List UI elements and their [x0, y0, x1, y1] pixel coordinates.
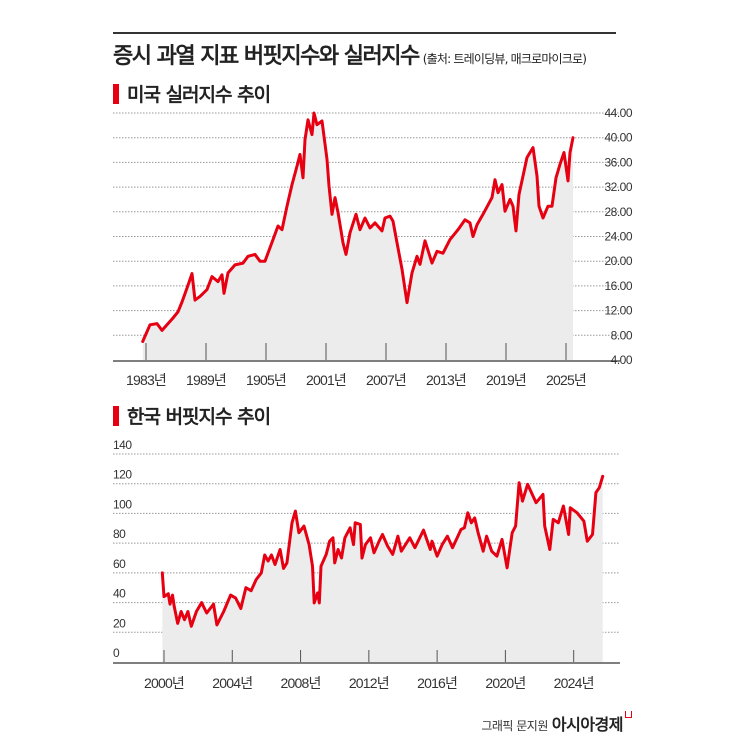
y-tick-label: 80 [113, 527, 126, 541]
title-text: 증시 과열 지표 버핏지수와 실러지수 [113, 44, 420, 69]
y-tick-label: 140 [113, 438, 132, 452]
us-shiller-chart: 44.00 40.00 36.00 32.00 28.00 24.00 20.00 16.00… [113, 106, 633, 388]
y-tick-label: 28.00 [604, 205, 632, 219]
area-fill [162, 476, 603, 662]
y-tick-label: 32.00 [604, 180, 632, 194]
source-note: (출처: 트레이딩뷰, 매크로마이크로) [422, 52, 587, 66]
korea-buffett-chart: 140 120 100 80 60 40 20 0 2000년 2004년 2008년 2012년 20… [113, 438, 620, 691]
y-tick-label: 20.00 [604, 254, 632, 268]
x-tick-label: 1983년 [126, 372, 166, 388]
x-tick-label: 2004년 [212, 675, 252, 691]
x-tick-label: 2000년 [144, 675, 184, 691]
x-tick-label: 2001년 [306, 372, 346, 388]
top-rule [113, 32, 616, 34]
korea-buffett-subtitle: 한국 버핏지수 추이 [113, 402, 271, 429]
red-bar-marker [113, 406, 119, 426]
brand-mark-icon [625, 711, 632, 718]
y-tick-label: 44.00 [604, 106, 632, 120]
x-tick-label: 2007년 [366, 372, 406, 388]
x-tick-label: 2024년 [554, 675, 594, 691]
x-tick-label: 1989년 [186, 372, 226, 388]
x-tick-label: 2020년 [485, 675, 525, 691]
y-tick-label: 60 [113, 557, 126, 571]
y-tick-label: 120 [113, 468, 132, 482]
y-tick-label: 16.00 [604, 279, 632, 293]
y-tick-label: 40.00 [604, 131, 632, 145]
area-fill [142, 113, 573, 360]
y-tick-label: 0 [113, 646, 120, 660]
y-tick-label: 40 [113, 587, 126, 601]
red-bar-marker [113, 84, 119, 104]
series-line [160, 474, 605, 628]
subtitle-text: 미국 실러지수 추이 [127, 84, 271, 106]
x-tick-label: 1905년 [246, 372, 286, 388]
x-tick-label: 2025년 [546, 372, 586, 388]
y-tick-label: 24.00 [604, 230, 632, 244]
x-tick-label: 2013년 [426, 372, 466, 388]
x-tick-label: 2016년 [417, 675, 457, 691]
series-line [141, 111, 575, 343]
brand-logo: 아시아경제 [551, 715, 624, 734]
y-tick-label: 8.00 [611, 328, 633, 342]
y-tick-label: 20 [113, 616, 126, 630]
page-title: 증시 과열 지표 버핏지수와 실러지수 (출처: 트레이딩뷰, 매크로마이크로) [113, 38, 587, 70]
x-tick-label: 2008년 [281, 675, 321, 691]
y-tick-label: 12.00 [604, 304, 632, 318]
footer: 그래픽 문지원 아시아경제 [481, 711, 632, 735]
x-tick-label: 2012년 [349, 675, 389, 691]
y-tick-label: 100 [113, 497, 132, 511]
x-tick-label: 2019년 [486, 372, 526, 388]
graphic-credit: 그래픽 문지원 [481, 719, 548, 733]
us-shiller-subtitle: 미국 실러지수 추이 [113, 80, 271, 107]
subtitle-text: 한국 버핏지수 추이 [127, 406, 271, 428]
y-tick-label: 36.00 [604, 155, 632, 169]
y-tick-label: 4.00 [611, 353, 633, 367]
